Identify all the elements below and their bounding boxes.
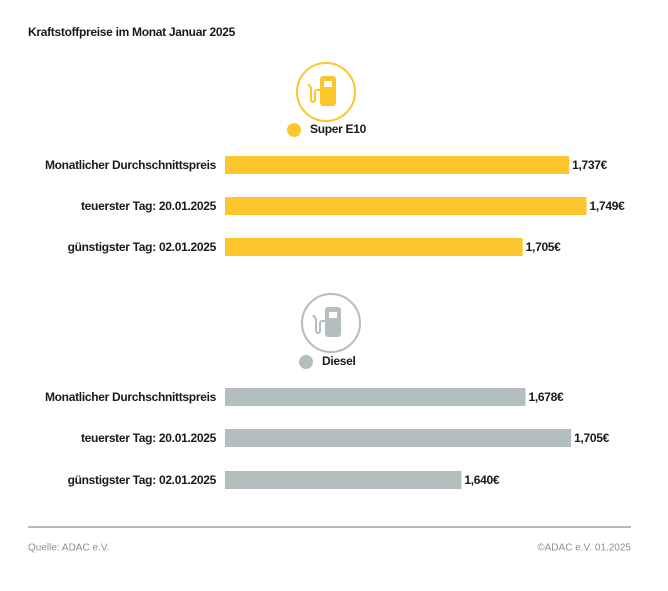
value-label: 1,749€ (590, 199, 626, 213)
value-label: 1,705€ (526, 240, 562, 254)
legend-label: Diesel (322, 354, 356, 368)
fuel-icon (301, 293, 361, 353)
chart-title: Kraftstoffpreise im Monat Januar 2025 (28, 25, 236, 39)
legend-marker (287, 123, 301, 137)
value-label: 1,705€ (574, 431, 610, 445)
bar (225, 471, 462, 489)
legend-label: Super E10 (310, 122, 367, 136)
copyright: ©ADAC e.V. 01.2025 (537, 543, 631, 554)
fuel-icon (296, 62, 356, 122)
bar (225, 429, 572, 447)
bar (225, 156, 570, 174)
bar (225, 238, 523, 256)
category-label: günstigster Tag: 02.01.2025 (68, 473, 217, 487)
source: Quelle: ADAC e.V. (28, 543, 109, 554)
legend-marker (299, 355, 313, 369)
bar (225, 388, 526, 406)
category-label: Monatlicher Durchschnittspreis (45, 390, 217, 404)
category-label: günstigster Tag: 02.01.2025 (68, 240, 217, 254)
category-label: teuerster Tag: 20.01.2025 (81, 431, 217, 445)
value-label: 1,678€ (529, 390, 565, 404)
bar (225, 197, 587, 215)
value-label: 1,737€ (572, 158, 608, 172)
category-label: teuerster Tag: 20.01.2025 (81, 199, 217, 213)
value-label: 1,640€ (464, 473, 500, 487)
category-label: Monatlicher Durchschnittspreis (45, 158, 217, 172)
